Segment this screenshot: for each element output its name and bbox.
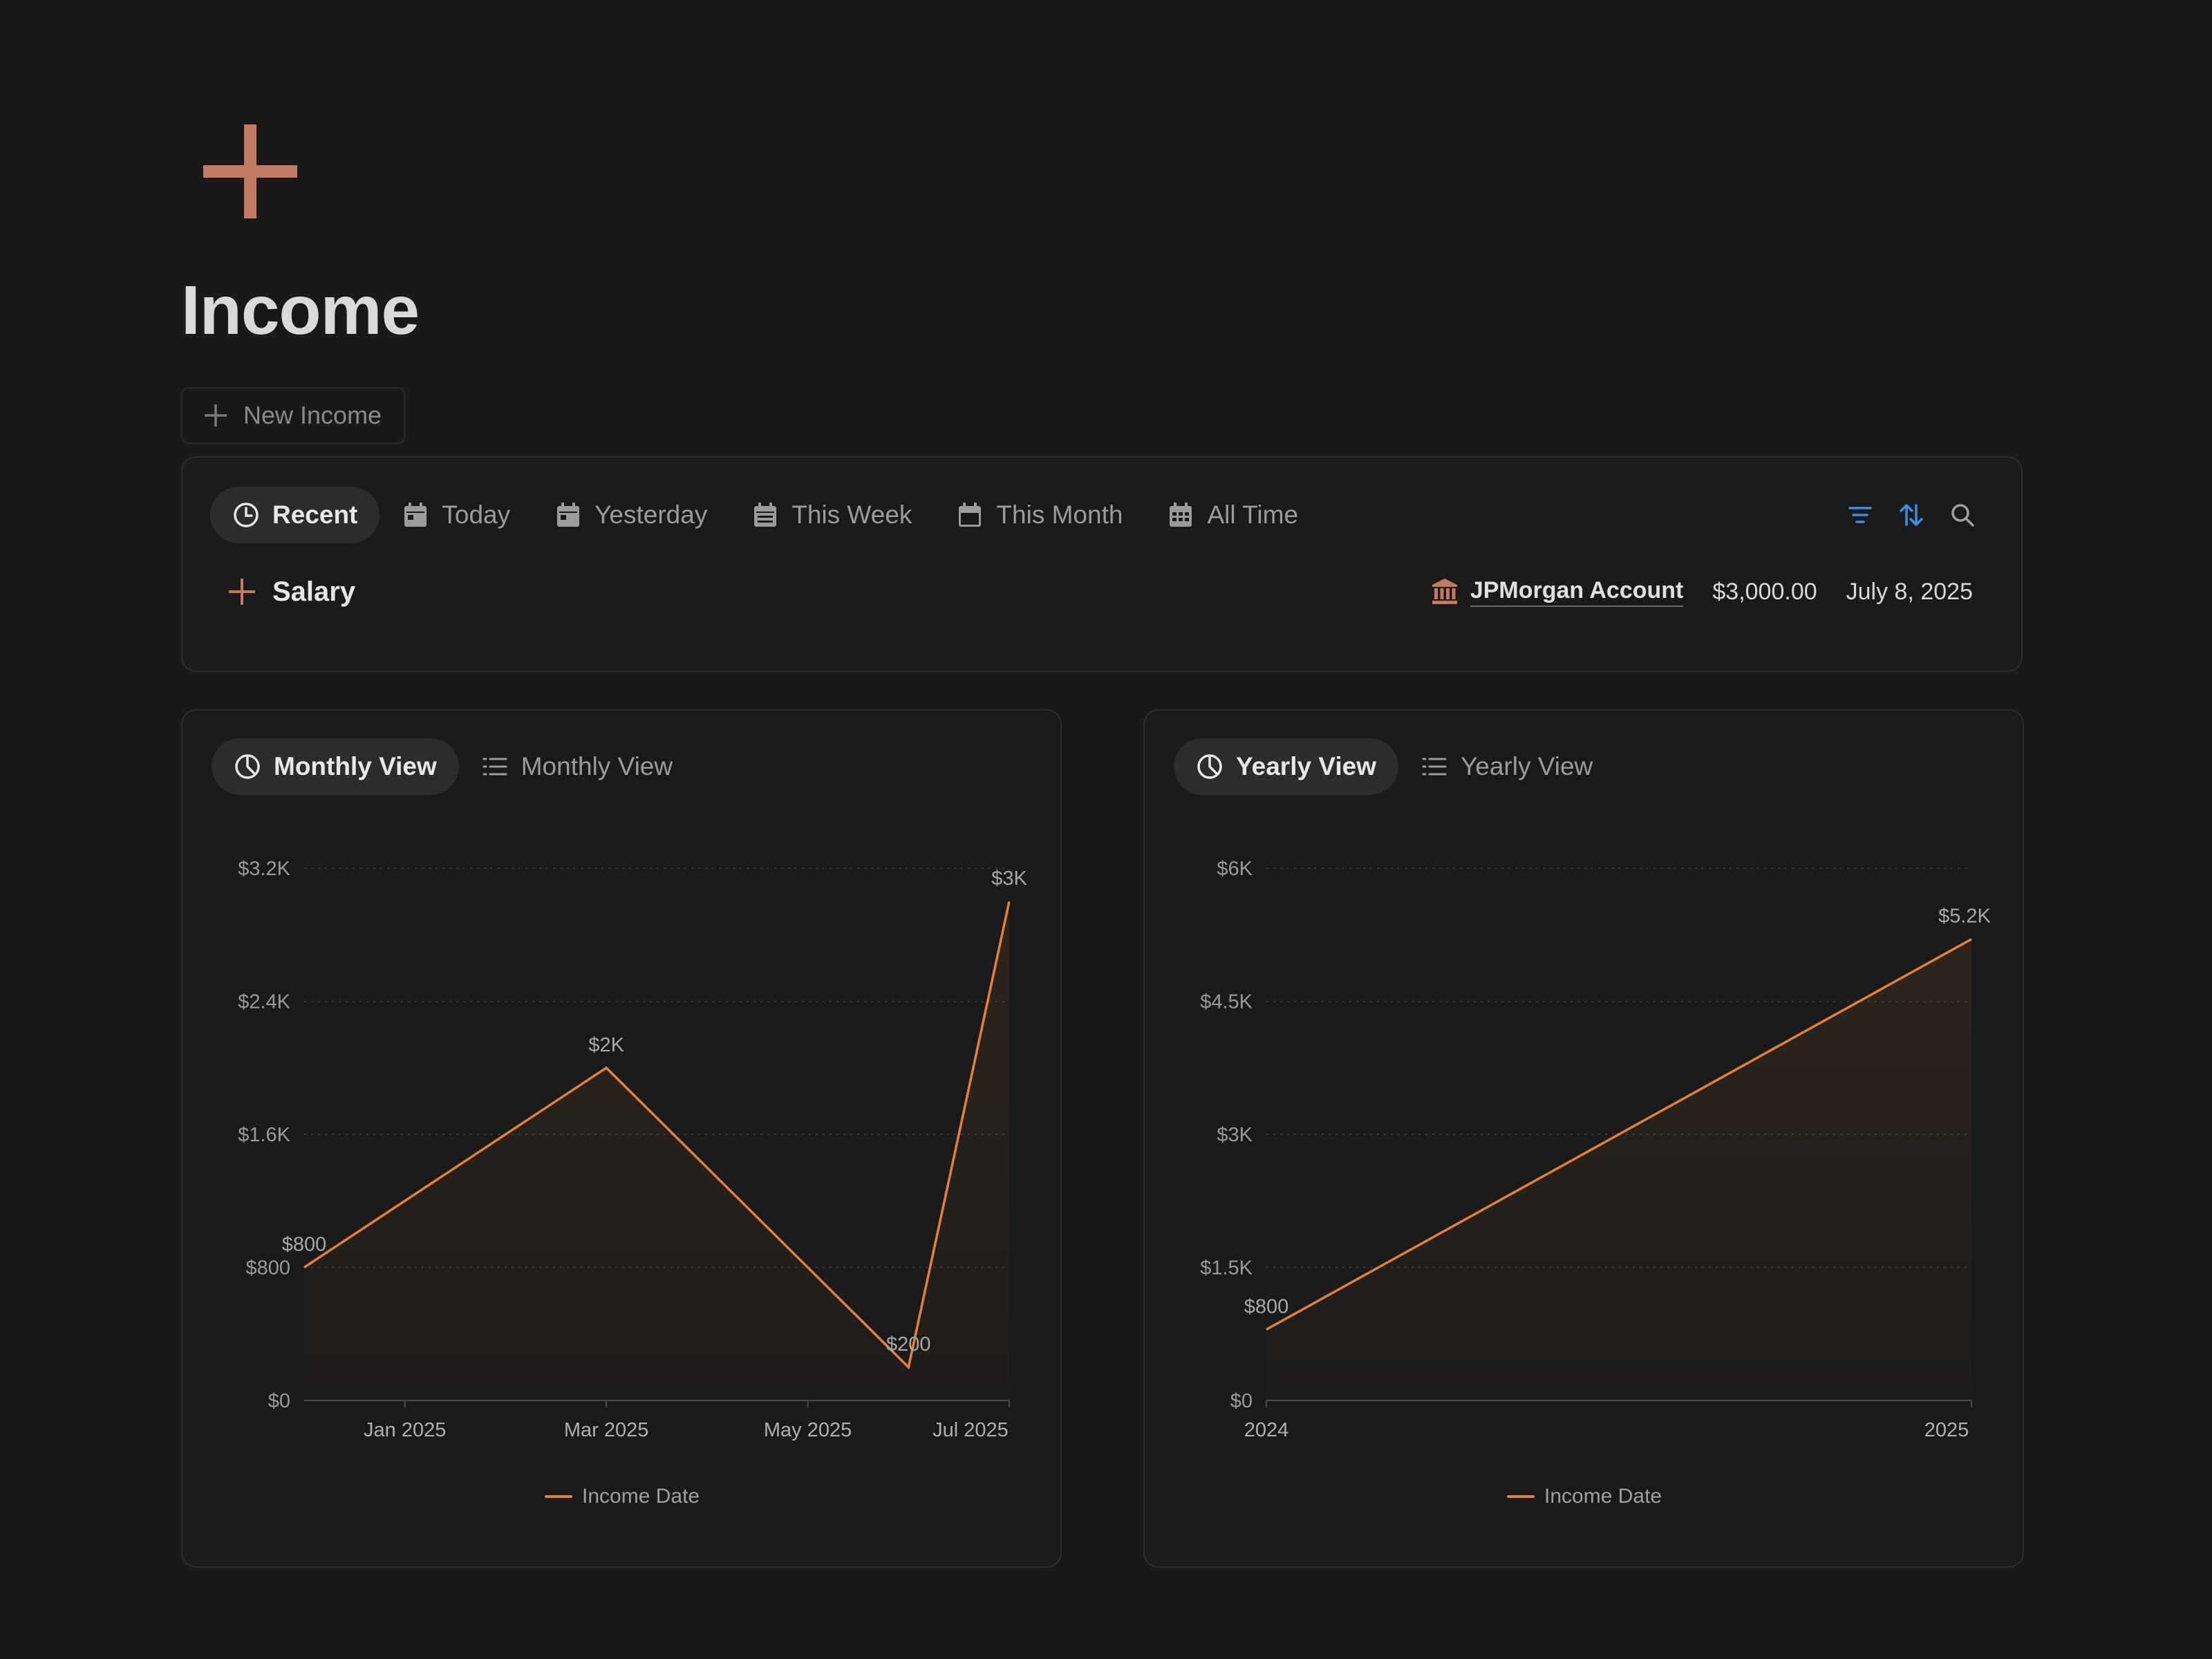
x-tick-label: Mar 2025 — [564, 1419, 649, 1441]
monthly-chart-panel: Monthly View Monthly View $0 $800 $1.6K $2.… — [181, 709, 1062, 1568]
calendar-month-icon — [959, 503, 982, 527]
tab-this-week[interactable]: This Week — [729, 487, 934, 543]
tab-this-month[interactable]: This Month — [934, 487, 1145, 543]
x-tick-label: Jan 2025 — [364, 1419, 446, 1441]
area-fill — [304, 901, 1009, 1400]
tab-today[interactable]: Today — [379, 487, 532, 543]
x-tick-label: Jul 2025 — [932, 1419, 1009, 1441]
tab-yearly-chart[interactable]: Yearly View — [1174, 738, 1398, 795]
list-icon — [1422, 758, 1447, 776]
legend-label: Income Date — [1544, 1485, 1662, 1508]
new-income-button[interactable]: New Income — [181, 387, 406, 444]
plus-icon — [229, 579, 255, 605]
page-title: Income — [181, 272, 420, 349]
monthly-tabs: Monthly View Monthly View — [212, 738, 695, 795]
legend-label: Income Date — [582, 1485, 700, 1508]
tab-monthly-list[interactable]: Monthly View — [459, 738, 695, 795]
monthly-legend: Income Date — [545, 1485, 700, 1508]
y-tick-label: $6K — [1217, 858, 1253, 880]
chart-icon — [1197, 754, 1222, 779]
calendar-day-icon — [404, 503, 427, 527]
plus-icon — [203, 124, 297, 218]
income-row-title: Salary — [227, 577, 355, 608]
income-row[interactable]: Salary JPMorgan Account $3,000.00 July 8… — [227, 567, 1973, 617]
data-label: $2K — [588, 1034, 624, 1056]
income-row-properties: JPMorgan Account $3,000.00 July 8, 2025 — [1430, 577, 1973, 607]
x-tick-label: May 2025 — [764, 1419, 852, 1441]
data-label: $5.2K — [1938, 906, 1991, 928]
area-fill — [1266, 939, 1971, 1400]
bank-icon — [1432, 579, 1457, 604]
yearly-income-chart: $0 $1.5K $3K $4.5K $6K $800 $5.2K 2024 2025 — [1200, 858, 1991, 1441]
y-tick-label: $2.4K — [238, 991, 290, 1013]
data-label: $800 — [282, 1234, 327, 1256]
list-icon — [482, 758, 507, 776]
income-amount: $3,000.00 — [1712, 578, 1817, 605]
data-label: $800 — [1244, 1295, 1289, 1318]
tab-yearly-list[interactable]: Yearly View — [1398, 738, 1615, 795]
legend-swatch — [1507, 1495, 1535, 1498]
recent-tabs: Recent Today Yesterday — [210, 487, 1320, 543]
y-tick-label: $3K — [1217, 1124, 1253, 1146]
y-tick-label: $800 — [245, 1257, 290, 1280]
yearly-legend: Income Date — [1507, 1485, 1662, 1508]
calendar-grid-icon — [1170, 503, 1192, 527]
series-line — [303, 901, 1011, 1370]
account-link[interactable]: JPMorgan Account — [1430, 577, 1684, 607]
chart-icon — [235, 754, 260, 779]
data-label: $200 — [886, 1333, 931, 1356]
series-line — [1266, 938, 1972, 1331]
tab-all-time[interactable]: All Time — [1145, 487, 1320, 543]
clock-icon — [234, 503, 259, 527]
sort-icon[interactable] — [1898, 502, 1924, 528]
x-tick-label: 2024 — [1244, 1419, 1289, 1441]
y-tick-label: $0 — [1230, 1390, 1253, 1412]
y-tick-label: $1.5K — [1200, 1257, 1253, 1280]
tab-yesterday[interactable]: Yesterday — [532, 487, 729, 543]
legend-swatch — [545, 1495, 572, 1498]
recent-income-panel: Recent Today Yesterday — [181, 456, 2023, 672]
data-label: $3K — [991, 868, 1027, 890]
tab-recent[interactable]: Recent — [210, 487, 380, 543]
y-tick-label: $3.2K — [238, 858, 290, 880]
plus-icon — [205, 404, 227, 427]
calendar-day-icon — [557, 503, 580, 527]
search-icon[interactable] — [1949, 502, 1976, 528]
y-tick-label: $1.6K — [238, 1124, 290, 1146]
tab-monthly-chart[interactable]: Monthly View — [212, 738, 459, 795]
filter-icon[interactable] — [1847, 502, 1873, 528]
yearly-chart-panel: Yearly View Yearly View $0 $1.5K $3K $4.5K $… — [1143, 709, 2024, 1568]
account-name: JPMorgan Account — [1470, 577, 1684, 607]
calendar-week-icon — [754, 503, 777, 527]
y-tick-label: $4.5K — [1200, 991, 1253, 1013]
y-tick-label: $0 — [268, 1390, 290, 1412]
income-date: July 8, 2025 — [1846, 578, 1973, 605]
x-tick-label: 2025 — [1924, 1419, 1969, 1441]
yearly-tabs: Yearly View Yearly View — [1174, 738, 1615, 795]
view-tools — [1847, 502, 1976, 528]
monthly-income-chart: $0 $800 $1.6K $2.4K $3.2K $800 $2K $200 $3K Jan 2… — [238, 858, 1027, 1441]
new-income-label: New Income — [243, 401, 382, 429]
